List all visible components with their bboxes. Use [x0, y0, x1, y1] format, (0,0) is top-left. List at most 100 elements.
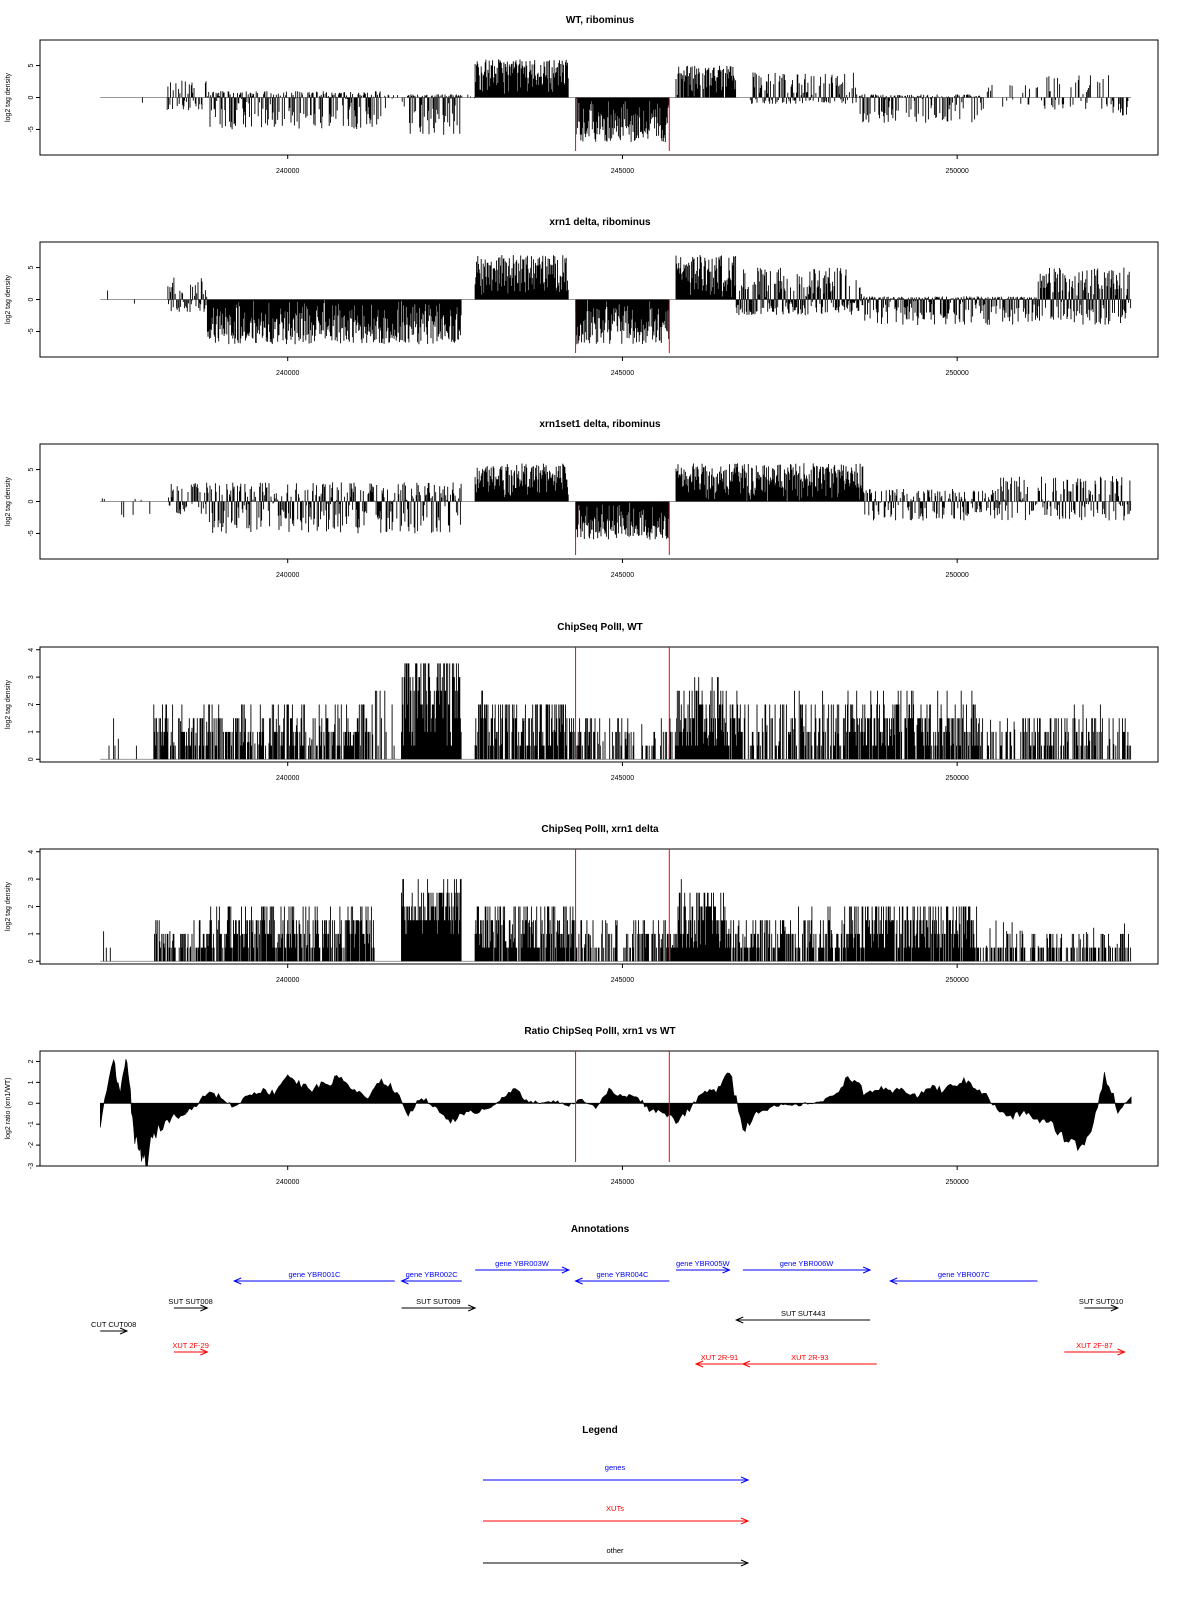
feature-arrow: gene YBR001C: [232, 1270, 395, 1285]
y-tick-label: 0: [28, 95, 35, 99]
legend-items: genes XUTs other: [483, 1463, 750, 1567]
feature-label: gene YBR003W: [495, 1259, 550, 1268]
track-panel: Ratio ChipSeq PolII, xrn1 vs WT log2 rati…: [5, 1026, 1159, 1186]
legend: Legend genes XUTs other: [483, 1425, 750, 1567]
y-tick-label: 4: [28, 850, 35, 854]
x-tick-label: 250000: [945, 572, 968, 579]
x-tick-label: 245000: [611, 572, 634, 579]
track-panel: xrn1set1 delta, ribominus log2 tag densit…: [5, 419, 1159, 579]
y-tick-label: -5: [28, 328, 35, 334]
track-panel: WT, ribominus log2 tag density -5 0 5 240000 2…: [5, 15, 1159, 175]
annotations-title: Annotations: [571, 1224, 630, 1235]
panel-title: ChipSeq PolII, WT: [557, 622, 643, 633]
feature-arrow: XUT 2F-87: [1064, 1341, 1126, 1356]
signal-series: [100, 59, 1132, 142]
feature-label: XUT 2R-91: [701, 1353, 738, 1362]
feature-arrow: XUT 2R-93: [741, 1353, 877, 1368]
x-tick-label: 245000: [611, 977, 634, 984]
signal-bars: [141, 59, 1129, 142]
x-tick-label: 245000: [611, 168, 634, 175]
feature-label: CUT CUT008: [91, 1320, 136, 1329]
y-tick-label: -5: [28, 530, 35, 536]
track-panel: xrn1 delta, ribominus log2 tag density -5 0…: [5, 217, 1159, 377]
y-tick-label: 1: [28, 730, 35, 734]
feature-arrow: XUT 2F-29: [172, 1341, 209, 1356]
y-tick-label: 5: [28, 468, 35, 472]
feature-arrow: gene YBR004C: [574, 1270, 670, 1285]
legend-label: XUTs: [606, 1504, 624, 1513]
y-tick-label: 3: [28, 877, 35, 881]
feature-arrow: gene YBR003W: [475, 1259, 571, 1274]
plot-frame: [39, 1050, 1159, 1167]
y-tick-label: 0: [28, 757, 35, 761]
x-tick-label: 240000: [276, 572, 299, 579]
feature-arrow: gene YBR007C: [888, 1270, 1038, 1285]
x-tick-label: 240000: [276, 977, 299, 984]
feature-label: XUT 2F-29: [172, 1341, 209, 1350]
y-tick-label: 0: [28, 959, 35, 963]
feature-arrow: gene YBR005W: [676, 1259, 731, 1274]
annotation-features: gene YBR001C gene YBR002C gene YBR003W gene…: [91, 1259, 1126, 1368]
signal-series: [100, 1058, 1132, 1166]
legend-label: genes: [605, 1463, 626, 1472]
signal-bars: [107, 255, 1132, 345]
annotation-track: Annotations gene YBR001C gene YBR002Cgene…: [91, 1224, 1126, 1368]
y-axis-label: log2 tag density: [5, 881, 12, 931]
feature-label: XUT 2R-93: [791, 1353, 828, 1362]
x-tick-label: 245000: [611, 775, 634, 782]
x-tick-label: 250000: [945, 370, 968, 377]
y-axis-label: log2 tag density: [5, 476, 12, 526]
legend-label: other: [606, 1546, 624, 1555]
y-axis-label: log2 tag density: [5, 274, 12, 324]
x-tick-label: 250000: [945, 977, 968, 984]
feature-label: gene YBR001C: [288, 1270, 341, 1279]
x-tick-label: 250000: [945, 168, 968, 175]
feature-arrow: SUT SUT009: [401, 1297, 477, 1312]
feature-arrow: SUT SUT008: [168, 1297, 213, 1312]
legend-title: Legend: [582, 1425, 618, 1436]
x-tick-label: 250000: [945, 775, 968, 782]
x-tick-label: 245000: [611, 370, 634, 377]
ratio-area: [100, 1058, 1132, 1166]
feature-label: gene YBR007C: [938, 1270, 991, 1279]
x-tick-label: 240000: [276, 370, 299, 377]
feature-arrow: SUT SUT443: [734, 1309, 871, 1324]
feature-label: gene YBR002C: [406, 1270, 459, 1279]
x-tick-label: 245000: [611, 1179, 634, 1186]
y-axis-label: log2 tag density: [5, 72, 12, 122]
y-tick-label: -1: [28, 1121, 35, 1127]
x-tick-label: 240000: [276, 1179, 299, 1186]
feature-arrow: CUT CUT008: [91, 1320, 136, 1335]
panel-title: Ratio ChipSeq PolII, xrn1 vs WT: [524, 1026, 675, 1037]
signal-series: [100, 663, 1132, 760]
legend-item: other: [483, 1546, 750, 1567]
signal-series: [100, 879, 1132, 962]
signal-bars: [101, 463, 1132, 540]
panel-title: xrn1 delta, ribominus: [549, 217, 651, 228]
x-tick-label: 240000: [276, 168, 299, 175]
signal-series: [100, 255, 1132, 345]
y-tick-label: 2: [28, 702, 35, 706]
feature-arrow: XUT 2R-91: [694, 1353, 743, 1368]
legend-item: genes: [483, 1463, 750, 1484]
y-tick-label: -5: [28, 126, 35, 132]
feature-label: SUT SUT009: [416, 1297, 460, 1306]
feature-label: gene YBR004C: [596, 1270, 649, 1279]
y-tick-label: 5: [28, 64, 35, 68]
y-tick-label: -3: [28, 1163, 35, 1169]
y-tick-label: 1: [28, 1080, 35, 1084]
feature-label: SUT SUT010: [1079, 1297, 1123, 1306]
y-tick-label: 4: [28, 648, 35, 652]
feature-arrow: SUT SUT010: [1079, 1297, 1123, 1312]
y-axis-label: log2 tag density: [5, 679, 12, 729]
feature-label: gene YBR005W: [676, 1259, 731, 1268]
y-axis-label: log2 ratio (xrn1/WT): [5, 1078, 12, 1140]
feature-label: gene YBR006W: [780, 1259, 835, 1268]
feature-arrow: gene YBR002C: [400, 1270, 462, 1285]
feature-label: SUT SUT443: [781, 1309, 825, 1318]
panel-title: ChipSeq PolII, xrn1 delta: [541, 824, 659, 835]
legend-item: XUTs: [483, 1504, 750, 1525]
panel-title: xrn1set1 delta, ribominus: [539, 419, 661, 430]
